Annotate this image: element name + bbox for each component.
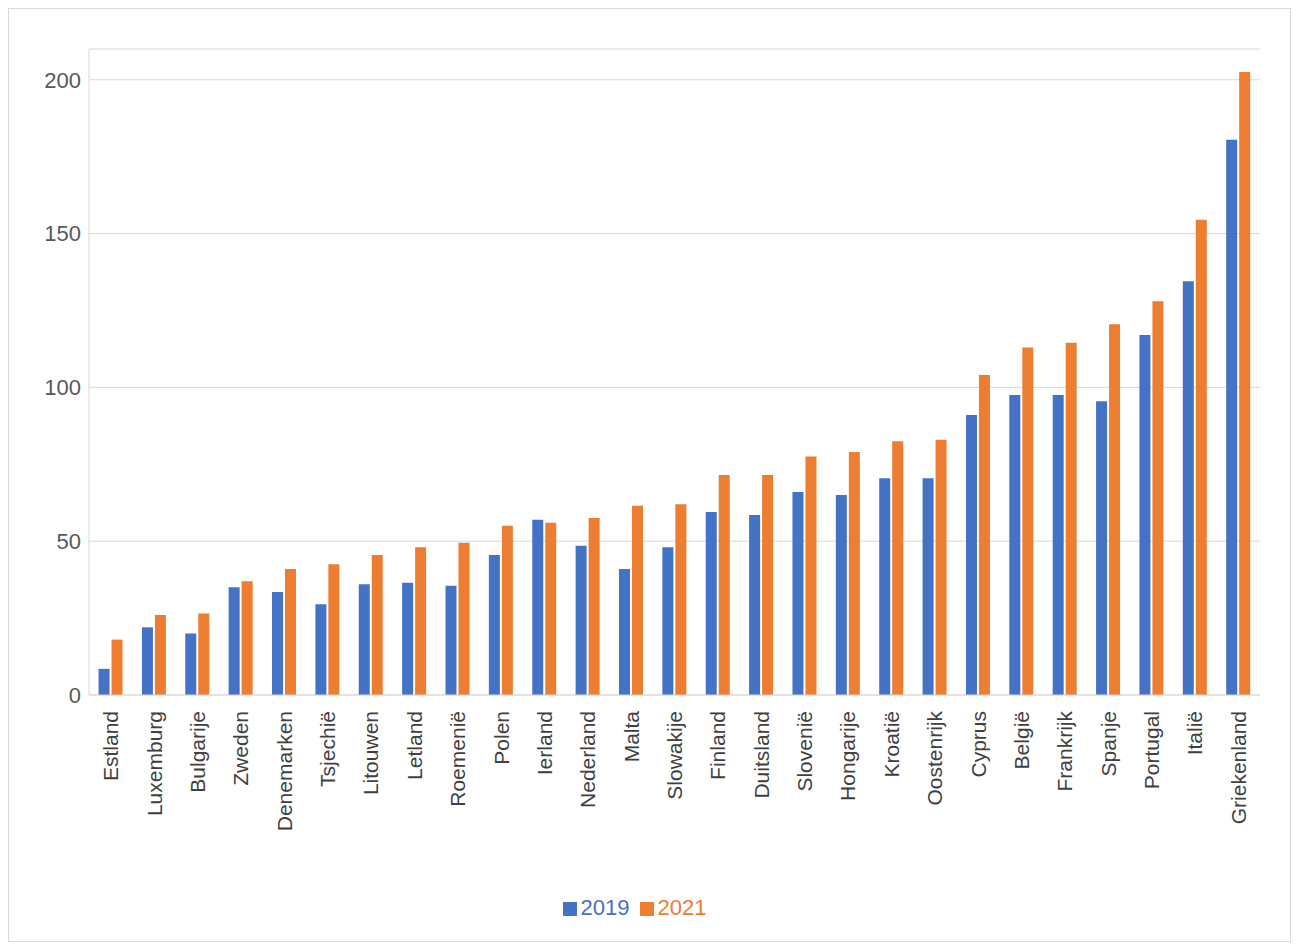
svg-text:Polen: Polen [490,711,513,765]
svg-text:Malta: Malta [620,711,643,763]
svg-text:150: 150 [44,221,81,246]
svg-text:Cyprus: Cyprus [967,711,990,778]
svg-text:Oostenrijk: Oostenrijk [923,711,946,806]
svg-text:Hongarije: Hongarije [836,711,859,801]
svg-text:0: 0 [69,683,81,708]
svg-text:Luxemburg: Luxemburg [143,711,166,816]
svg-text:Portugal: Portugal [1140,711,1163,789]
svg-text:Denemarken: Denemarken [273,711,296,831]
svg-text:Bulgarije: Bulgarije [186,711,209,793]
html-text:2021: 2021 [657,895,707,920]
svg-text:Duitsland: Duitsland [750,711,773,799]
svg-text:Litouwen: Litouwen [359,711,382,795]
svg-text:50: 50 [57,529,81,554]
svg-text:Letland: Letland [403,711,426,780]
svg-text:Italië: Italië [1183,711,1206,755]
svg-text:Zweden: Zweden [229,711,252,786]
svg-text:België: België [1010,711,1033,769]
svg-text:200: 200 [44,68,81,93]
svg-text:Finland: Finland [706,711,729,780]
svg-text:Nederland: Nederland [576,711,599,808]
svg-text:Kroatië: Kroatië [880,711,903,778]
svg-text:Spanje: Spanje [1097,711,1120,776]
svg-text:Griekenland: Griekenland [1227,711,1250,824]
html-text:2019: 2019 [580,895,630,920]
svg-text:100: 100 [44,375,81,400]
svg-text:Frankrijk: Frankrijk [1053,711,1076,792]
svg-text:Ierland: Ierland [533,711,556,775]
svg-text:Roemenië: Roemenië [446,711,469,807]
svg-text:Slowakije: Slowakije [663,711,686,800]
svg-text:Tsjechië: Tsjechië [316,711,339,787]
svg-text:Estland: Estland [99,711,122,781]
svg-text:Slovenië: Slovenië [793,711,816,792]
